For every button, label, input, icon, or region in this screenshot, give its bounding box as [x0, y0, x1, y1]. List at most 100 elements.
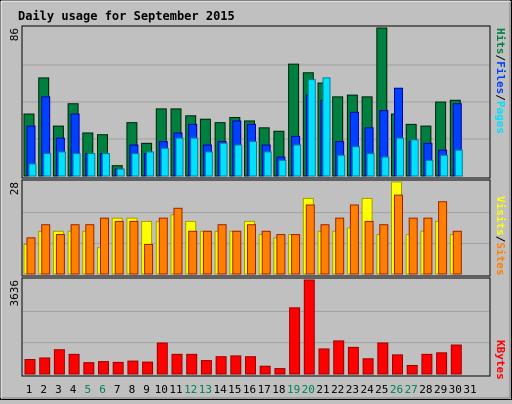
- bar-sites-day-15: [232, 230, 242, 275]
- x-tick-label-day-7: 7: [114, 383, 121, 396]
- bar-sites-day-26: [394, 194, 403, 275]
- bar-pages-day-25: [381, 156, 390, 177]
- bar-kbytes-day-8: [127, 360, 139, 375]
- legend-entry: /: [494, 94, 507, 101]
- bar-pages-day-2: [43, 153, 52, 177]
- bar-pages-day-30: [454, 149, 463, 177]
- bar-kbytes-day-6: [98, 361, 109, 375]
- bar-kbytes-day-25: [377, 342, 389, 375]
- bar-kbytes-day-10: [156, 342, 168, 375]
- bar-pages-day-27: [410, 139, 419, 177]
- bar-kbytes-day-19: [289, 307, 301, 375]
- x-tick-label-day-5: 5: [84, 383, 91, 396]
- bar-pages-day-7: [116, 168, 125, 177]
- bar-kbytes-day-29: [436, 352, 448, 375]
- bar-pages-day-18: [278, 160, 287, 177]
- bar-pages-day-19: [293, 144, 302, 177]
- panel-top-max-label: 86: [8, 28, 21, 41]
- panel-middle-max-label: 28: [8, 182, 21, 195]
- bar-sites-day-5: [85, 224, 95, 275]
- bar-kbytes-day-23: [347, 346, 359, 375]
- bar-sites-day-4: [70, 224, 80, 275]
- bar-kbytes-day-12: [186, 353, 198, 375]
- bar-pages-day-12: [190, 137, 199, 177]
- legend-entry: Visits: [494, 196, 507, 236]
- bar-pages-day-5: [87, 153, 96, 177]
- x-tick-label-day-12: 12: [184, 383, 197, 396]
- bar-kbytes-day-17: [259, 365, 271, 375]
- bar-pages-day-28: [425, 160, 434, 177]
- bar-kbytes-day-9: [142, 361, 154, 375]
- bar-pages-day-1: [28, 163, 37, 177]
- bar-sites-day-25: [379, 224, 389, 275]
- panel-top-legend: Hits/Files/Pages: [494, 28, 507, 134]
- x-tick-label-day-26: 26: [390, 383, 403, 396]
- x-tick-label-day-13: 13: [199, 383, 212, 396]
- x-tick-label-day-4: 4: [70, 383, 77, 396]
- bar-kbytes-day-13: [200, 360, 212, 375]
- x-tick-label-day-28: 28: [419, 383, 432, 396]
- bar-pages-day-21: [322, 77, 331, 177]
- bar-pages-day-8: [131, 153, 140, 177]
- x-tick-label-day-9: 9: [143, 383, 150, 396]
- legend-entry: KBytes: [494, 340, 507, 380]
- x-tick-label-day-30: 30: [449, 383, 462, 396]
- bar-kbytes-day-26: [392, 354, 403, 375]
- legend-entry: Hits: [494, 28, 507, 55]
- bar-pages-day-22: [337, 154, 346, 177]
- legend-entry: /: [494, 55, 507, 62]
- bar-kbytes-day-14: [215, 356, 227, 375]
- bar-kbytes-day-27: [406, 364, 418, 375]
- x-tick-label-day-11: 11: [169, 383, 182, 396]
- bar-kbytes-day-20: [303, 279, 315, 375]
- x-tick-label-day-2: 2: [40, 383, 47, 396]
- bar-pages-day-4: [72, 153, 81, 177]
- bar-sites-day-1: [26, 237, 36, 275]
- bar-kbytes-day-7: [112, 361, 124, 375]
- bar-sites-day-21: [320, 224, 330, 275]
- bar-sites-day-22: [335, 217, 345, 275]
- x-tick-label-day-31: 31: [463, 383, 476, 396]
- bar-pages-day-23: [351, 146, 360, 177]
- bar-sites-day-2: [41, 224, 51, 275]
- x-tick-label-day-20: 20: [302, 383, 315, 396]
- bar-sites-day-9: [144, 243, 154, 275]
- bar-kbytes-day-22: [333, 340, 345, 375]
- bar-kbytes-day-30: [450, 344, 462, 375]
- x-tick-label-day-1: 1: [26, 383, 33, 396]
- bar-kbytes-day-28: [421, 353, 433, 375]
- legend-entry: Sites: [494, 242, 507, 275]
- bar-sites-day-24: [364, 220, 374, 275]
- bar-sites-day-23: [349, 204, 359, 275]
- bar-pages-day-20: [307, 79, 316, 177]
- bar-pages-day-10: [160, 147, 169, 177]
- bar-kbytes-day-18: [274, 368, 286, 375]
- bar-pages-day-17: [263, 151, 272, 177]
- x-tick-label-day-17: 17: [258, 383, 271, 396]
- bar-pages-day-16: [249, 141, 257, 177]
- x-tick-label-day-8: 8: [129, 383, 136, 396]
- bar-sites-day-27: [408, 217, 418, 275]
- bar-pages-day-29: [440, 154, 449, 177]
- bar-kbytes-day-4: [68, 353, 80, 375]
- bar-sites-day-3: [55, 234, 65, 275]
- bar-pages-day-9: [146, 151, 155, 177]
- legend-entry: /: [494, 236, 507, 243]
- bar-pages-day-26: [396, 137, 404, 177]
- bar-sites-day-7: [114, 220, 124, 275]
- bar-sites-day-12: [188, 230, 198, 275]
- bar-kbytes-day-21: [318, 348, 330, 375]
- bar-pages-day-11: [175, 137, 184, 177]
- x-tick-label-day-21: 21: [316, 383, 329, 396]
- bar-sites-day-29: [438, 201, 448, 275]
- bar-kbytes-day-16: [245, 356, 256, 375]
- bar-pages-day-13: [204, 151, 213, 177]
- bar-pages-day-24: [366, 153, 375, 177]
- x-tick-label-day-27: 27: [405, 383, 418, 396]
- bar-sites-day-20: [305, 204, 315, 275]
- bar-sites-day-16: [247, 224, 256, 275]
- bar-sites-day-13: [202, 230, 212, 275]
- bar-pages-day-14: [219, 142, 228, 177]
- bar-kbytes-day-11: [171, 353, 183, 375]
- legend-entry: Files: [494, 61, 507, 94]
